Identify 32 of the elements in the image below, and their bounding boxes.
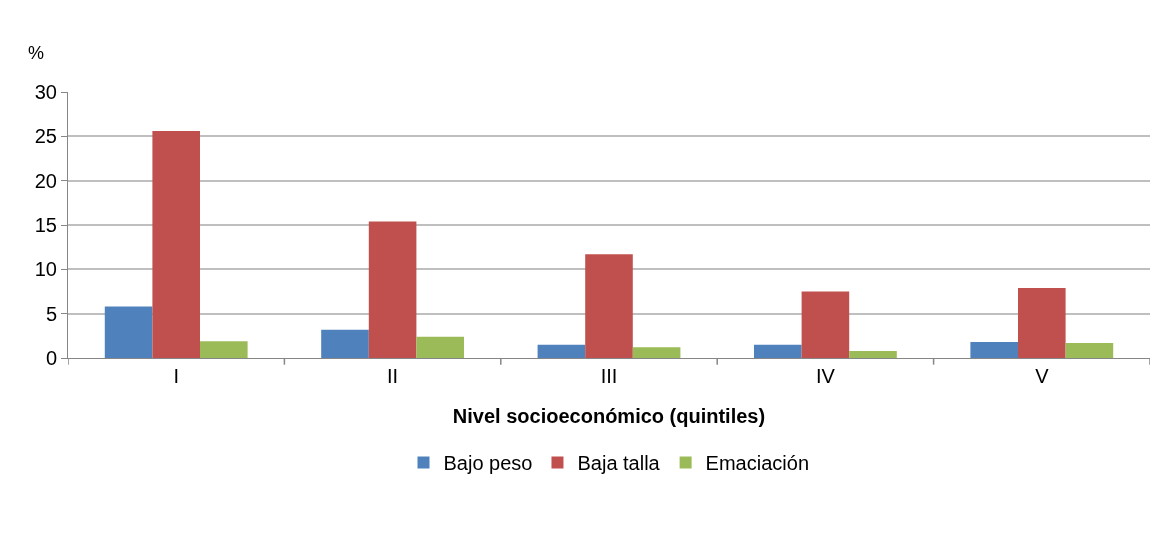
legend-label: Bajo peso	[443, 452, 533, 475]
bar	[152, 131, 200, 358]
bar	[416, 336, 465, 358]
x-tick-label: V	[1035, 365, 1050, 387]
bar	[801, 291, 850, 358]
y-tick-label: 5	[45, 302, 57, 325]
y-tick-label: 0	[45, 347, 57, 369]
y-tick-label: 10	[34, 258, 57, 281]
bar	[1018, 287, 1066, 358]
bar	[632, 347, 681, 358]
bar	[753, 344, 802, 358]
y-tick-label: 30	[34, 81, 57, 103]
y-tick-label: 20	[34, 169, 57, 192]
legend-label: Baja talla	[577, 452, 661, 475]
bar	[200, 341, 248, 358]
x-tick-label: I	[173, 365, 179, 387]
x-tick-label: II	[387, 365, 399, 387]
bar	[1065, 342, 1114, 358]
y-tick-label: 25	[34, 125, 57, 148]
y-axis-title: %	[28, 43, 45, 63]
bar	[585, 254, 633, 358]
x-tick-label: III	[600, 365, 618, 387]
bar	[368, 221, 417, 358]
legend-label: Emaciación	[705, 452, 810, 475]
bar	[537, 344, 586, 358]
bar	[849, 350, 897, 358]
y-tick-label: 15	[34, 214, 57, 236]
bar	[970, 342, 1018, 358]
bar	[104, 306, 153, 358]
bar	[321, 329, 369, 358]
x-axis-title: Nivel socioeconómico (quintiles)	[452, 404, 766, 427]
x-tick-label: IV	[815, 365, 836, 387]
